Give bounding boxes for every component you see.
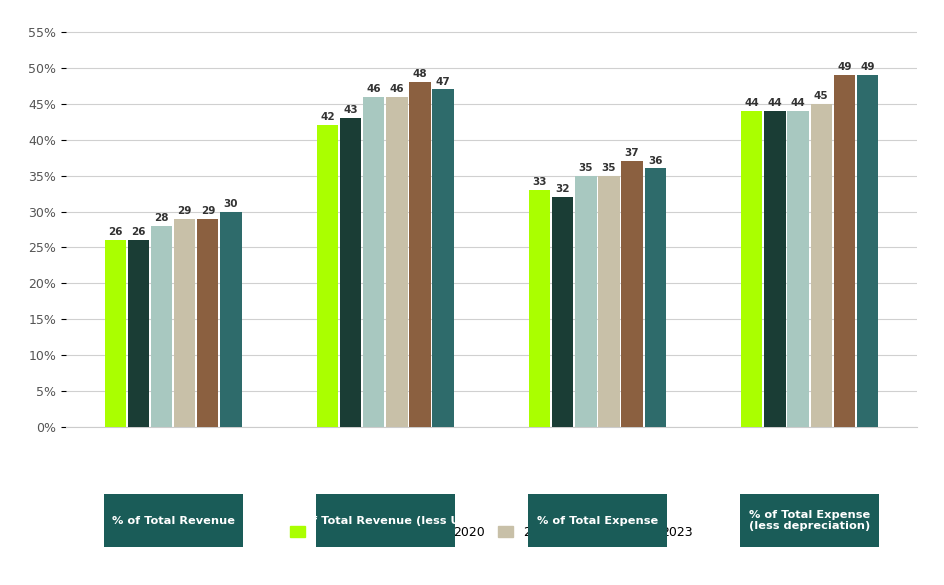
- Bar: [740, 111, 762, 427]
- Text: 37: 37: [624, 149, 639, 159]
- Bar: [409, 82, 430, 427]
- Text: 49: 49: [859, 62, 874, 72]
- Text: % of Total Expense: % of Total Expense: [536, 515, 657, 526]
- Text: 26: 26: [131, 228, 145, 238]
- Bar: [786, 111, 808, 427]
- Legend: 2018, 2019, 2020, 2021, 2022, 2023: 2018, 2019, 2020, 2021, 2022, 2023: [285, 521, 697, 543]
- Bar: [127, 240, 149, 427]
- Text: 45: 45: [813, 91, 828, 101]
- Text: 35: 35: [601, 163, 615, 173]
- Text: 33: 33: [531, 177, 547, 187]
- Text: 26: 26: [108, 228, 123, 238]
- Text: 44: 44: [790, 98, 804, 108]
- Text: 30: 30: [224, 199, 238, 209]
- Bar: [386, 97, 407, 427]
- Text: % of Total Revenue: % of Total Revenue: [111, 515, 234, 526]
- Text: 28: 28: [154, 213, 169, 223]
- Bar: [644, 168, 666, 427]
- Bar: [316, 125, 338, 427]
- Bar: [833, 75, 854, 427]
- Text: % of Total Revenue (less USF): % of Total Revenue (less USF): [289, 515, 480, 526]
- Text: 36: 36: [648, 156, 662, 166]
- Bar: [220, 212, 242, 427]
- Text: 29: 29: [200, 206, 215, 216]
- Bar: [174, 219, 195, 427]
- Text: 44: 44: [744, 98, 758, 108]
- Text: % of Total Expense
(less depreciation): % of Total Expense (less depreciation): [749, 510, 869, 531]
- Text: 35: 35: [578, 163, 593, 173]
- Bar: [197, 219, 218, 427]
- Bar: [362, 97, 384, 427]
- Bar: [151, 226, 172, 427]
- Bar: [810, 104, 831, 427]
- Text: 42: 42: [320, 112, 334, 122]
- Text: 49: 49: [836, 62, 851, 72]
- Bar: [105, 240, 126, 427]
- Bar: [575, 176, 596, 427]
- Text: 32: 32: [555, 184, 569, 194]
- Text: 46: 46: [389, 84, 404, 94]
- Bar: [621, 161, 642, 427]
- Bar: [551, 197, 573, 427]
- Bar: [529, 190, 549, 427]
- Text: 46: 46: [366, 84, 380, 94]
- Text: 47: 47: [435, 77, 450, 87]
- Bar: [598, 176, 619, 427]
- Text: 29: 29: [177, 206, 192, 216]
- Text: 44: 44: [767, 98, 782, 108]
- Text: 43: 43: [343, 105, 358, 115]
- Bar: [432, 90, 453, 427]
- Bar: [856, 75, 877, 427]
- Bar: [340, 118, 361, 427]
- Text: 48: 48: [413, 70, 427, 80]
- Bar: [764, 111, 784, 427]
